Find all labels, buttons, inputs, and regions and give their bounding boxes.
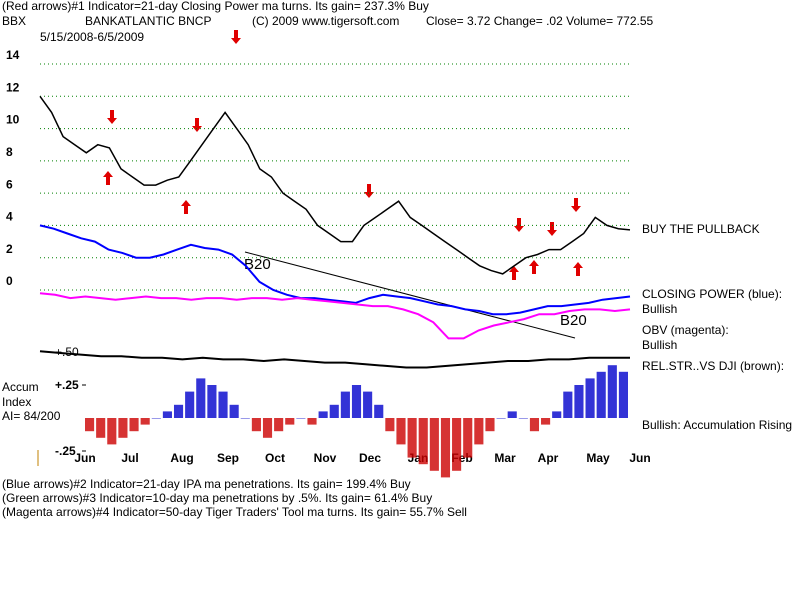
- y-tick-label: -.25: [55, 444, 76, 458]
- annotation: +.50: [55, 345, 79, 359]
- accum-title: AI= 84/200: [2, 409, 61, 423]
- accum-bar: [151, 418, 161, 419]
- accum-bar: [307, 418, 317, 425]
- accum-bar: [262, 418, 273, 438]
- accum-bar: [418, 418, 428, 465]
- annotation: BUY THE PULLBACK: [642, 222, 760, 236]
- accum-bar: [162, 411, 172, 418]
- annotation: OBV (magenta):: [642, 323, 729, 337]
- x-tick-label: Mar: [494, 451, 516, 465]
- y-tick-label: 8: [6, 145, 13, 159]
- accum-bar: [585, 378, 595, 418]
- accum-bar: [296, 418, 306, 419]
- annotation: B20: [244, 256, 271, 273]
- x-tick-label: Jun: [74, 451, 95, 465]
- x-tick-label: Nov: [314, 451, 337, 465]
- series-line: [39, 224, 631, 316]
- accum-bar: [329, 404, 339, 418]
- x-tick-label: May: [586, 451, 610, 465]
- x-tick-label: Oct: [265, 451, 285, 465]
- source: (C) 2009 www.tigersoft.com: [252, 14, 399, 28]
- accum-bar: [496, 418, 506, 419]
- footer: (Blue arrows)#2 Indicator=21-day IPA ma …: [2, 477, 411, 491]
- annotation: Bullish: [642, 338, 677, 352]
- accum-bar: [396, 418, 406, 445]
- accum-title: Index: [2, 395, 31, 409]
- annotation: Bullish: Accumulation Rising: [642, 418, 792, 432]
- footer: (Magenta arrows)#4 Indicator=50-day Tige…: [2, 505, 467, 519]
- accum-bar: [474, 418, 484, 445]
- y-tick-label: 4: [6, 210, 13, 224]
- y-tick-label: 2: [6, 242, 13, 256]
- annotation: REL.STR..VS DJI (brown):: [642, 359, 784, 373]
- accum-bar: [118, 418, 128, 438]
- accum-bar: [596, 371, 606, 418]
- accum-bar: [285, 418, 295, 425]
- header: (Red arrows)#1 Indicator=21-day Closing …: [2, 0, 429, 13]
- accum-bar: [218, 391, 228, 418]
- accum-bar: [563, 391, 573, 418]
- accum-bar: [185, 391, 195, 418]
- accum-bar: [541, 418, 551, 425]
- accum-bar: [340, 391, 350, 418]
- accum-bar: [196, 378, 206, 418]
- y-tick-label: 6: [6, 177, 13, 191]
- y-tick-label: 12: [6, 80, 20, 94]
- accum-bar: [274, 418, 284, 432]
- accum-bar: [385, 418, 395, 432]
- accum-title: Accum: [2, 380, 39, 394]
- accum-bar: [85, 418, 95, 432]
- trend-line: [244, 251, 576, 339]
- y-tick-label: 10: [6, 113, 20, 127]
- dates: 5/15/2008-6/5/2009: [40, 30, 144, 44]
- accum-bar: [107, 418, 117, 445]
- accum-bar: [607, 365, 617, 418]
- x-tick-label: Aug: [170, 451, 193, 465]
- accum-bar: [529, 418, 540, 432]
- accum-bar: [618, 371, 628, 418]
- accum-bar: [207, 385, 217, 418]
- accum-bar: [351, 385, 362, 418]
- accum-bar: [363, 391, 373, 418]
- accum-bar: [96, 418, 106, 438]
- accum-bar: [552, 411, 562, 418]
- accum-bar: [173, 404, 184, 418]
- accum-bar: [574, 385, 584, 418]
- y-tick-label: 14: [6, 48, 20, 62]
- x-tick-label: Jun: [629, 451, 650, 465]
- x-tick-label: Sep: [217, 451, 239, 465]
- company: BANKATLANTIC BNCP: [85, 14, 211, 28]
- series-line: [39, 95, 631, 275]
- accum-bar: [129, 418, 139, 432]
- accum-bar: [229, 404, 239, 418]
- accum-bar: [374, 404, 384, 418]
- ticker: BBX: [2, 14, 26, 28]
- series-line: [39, 350, 630, 369]
- accum-bar: [463, 418, 473, 458]
- annotation: B20: [560, 312, 587, 329]
- series-line: [39, 292, 631, 340]
- quote: Close= 3.72 Change= .02 Volume= 772.55: [426, 14, 654, 28]
- accum-bar: [485, 418, 495, 432]
- accum-bar: [251, 418, 261, 432]
- x-tick-label: Dec: [359, 451, 381, 465]
- accum-bar: [140, 418, 150, 425]
- x-tick-label: Apr: [538, 451, 559, 465]
- accum-bar: [518, 418, 528, 419]
- accum-bar: [240, 418, 250, 419]
- annotation: Bullish: [642, 302, 677, 316]
- accum-bar: [440, 418, 451, 478]
- annotation: CLOSING POWER (blue):: [642, 287, 782, 301]
- accum-bar: [429, 418, 439, 471]
- signal-arrows: [103, 30, 583, 280]
- x-tick-label: Jul: [121, 451, 138, 465]
- accum-bar: [452, 418, 462, 471]
- y-tick-label: 0: [6, 274, 13, 288]
- accum-bar: [318, 411, 328, 418]
- y-tick-label: +.25: [55, 378, 79, 392]
- accum-bar: [507, 411, 517, 418]
- accum-bar: [407, 418, 417, 458]
- footer: (Green arrows)#3 Indicator=10-day ma pen…: [2, 491, 432, 505]
